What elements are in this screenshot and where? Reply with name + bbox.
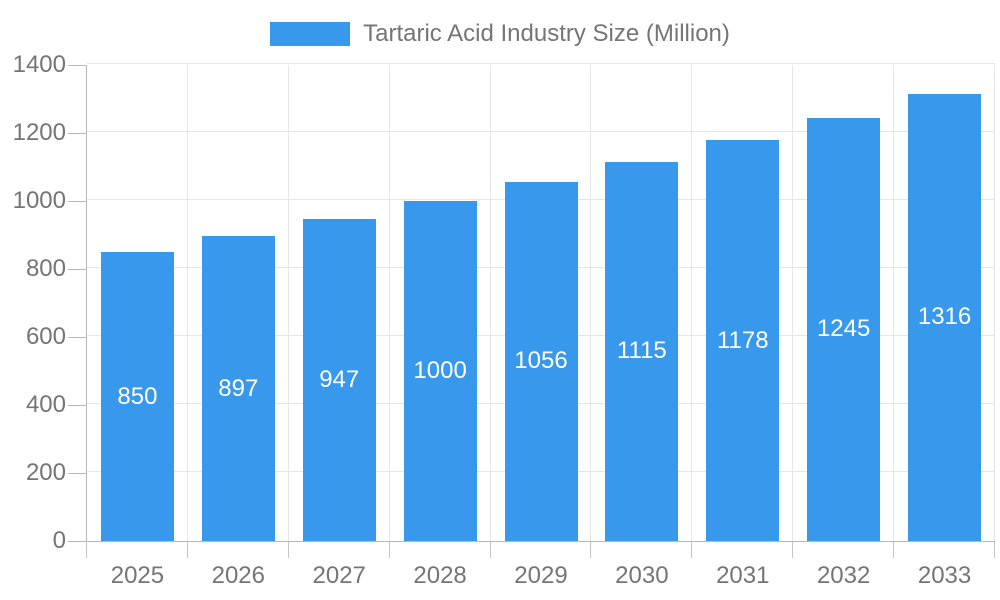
x-axis-tick	[389, 542, 390, 558]
bar: 1316	[908, 93, 982, 541]
x-axis-label: 2026	[211, 562, 265, 589]
gridline-vertical	[187, 65, 188, 541]
chart-legend: Tartaric Acid Industry Size (Million)	[0, 20, 1000, 48]
x-axis-tick	[187, 542, 188, 558]
y-axis-tick	[68, 405, 87, 406]
bar-value-label: 1245	[816, 315, 871, 343]
gridline-vertical	[288, 65, 289, 541]
x-axis-tick	[893, 542, 894, 558]
y-axis-label: 1000	[12, 187, 66, 214]
bar-value-label: 897	[218, 374, 259, 402]
y-axis-tick	[68, 133, 87, 134]
bar-value-label: 1316	[917, 303, 972, 331]
x-axis-label: 2033	[917, 562, 972, 589]
y-axis-tick	[68, 201, 87, 202]
x-axis-label: 2031	[716, 562, 770, 589]
y-axis-tick	[68, 473, 87, 474]
x-axis-label: 2032	[816, 562, 871, 589]
gridline-vertical	[792, 65, 793, 541]
gridline-vertical	[490, 65, 491, 541]
gridline-horizontal	[87, 63, 995, 64]
y-axis-label: 0	[52, 527, 66, 554]
bar: 1115	[605, 161, 679, 541]
bar: 850	[100, 252, 174, 541]
bar-value-label: 1178	[716, 326, 769, 354]
x-axis-tick	[691, 542, 692, 558]
x-axis-tick	[590, 542, 591, 558]
bar: 1056	[504, 181, 578, 541]
x-axis-label: 2027	[312, 562, 366, 589]
gridline-vertical	[590, 65, 591, 541]
y-axis-label: 400	[25, 391, 66, 418]
x-axis-tick	[994, 542, 995, 558]
y-axis-label: 200	[25, 459, 66, 486]
bar-value-label: 850	[117, 382, 158, 410]
bar: 1178	[706, 140, 780, 541]
bar: 897	[201, 236, 275, 541]
legend-label: Tartaric Acid Industry Size (Million)	[363, 20, 730, 47]
y-axis-label: 600	[25, 323, 66, 350]
y-axis-label: 1400	[12, 51, 66, 78]
bar-value-label: 947	[319, 366, 360, 394]
x-axis-label: 2029	[514, 562, 568, 589]
y-axis-tick	[68, 269, 87, 270]
bar: 1245	[807, 117, 881, 541]
x-axis-label: 2028	[413, 562, 467, 589]
bar-value-label: 1115	[616, 337, 667, 365]
x-axis-tick	[490, 542, 491, 558]
y-axis-tick	[68, 337, 87, 338]
gridline-vertical	[389, 65, 390, 541]
x-axis-label: 2030	[615, 562, 669, 589]
gridline-horizontal	[87, 131, 995, 132]
y-axis-label: 800	[25, 255, 66, 282]
gridline-vertical	[893, 65, 894, 541]
x-axis-tick	[288, 542, 289, 558]
x-axis-tick	[86, 542, 87, 558]
gridline-vertical	[994, 65, 995, 541]
bar: 947	[302, 219, 376, 541]
legend-swatch	[270, 22, 351, 46]
bar: 1000	[403, 201, 477, 541]
bar-value-label: 1000	[413, 357, 467, 384]
bar-value-label: 1056	[514, 347, 568, 375]
y-axis-tick	[68, 65, 87, 66]
gridline-vertical	[691, 65, 692, 541]
x-axis-label: 2025	[110, 562, 165, 589]
plot-area: 850 897 947 1000 1056 1115 1178 1245 1316	[86, 63, 995, 542]
y-axis-tick	[68, 541, 87, 542]
x-axis-tick	[792, 542, 793, 558]
y-axis-label: 1200	[12, 119, 66, 146]
